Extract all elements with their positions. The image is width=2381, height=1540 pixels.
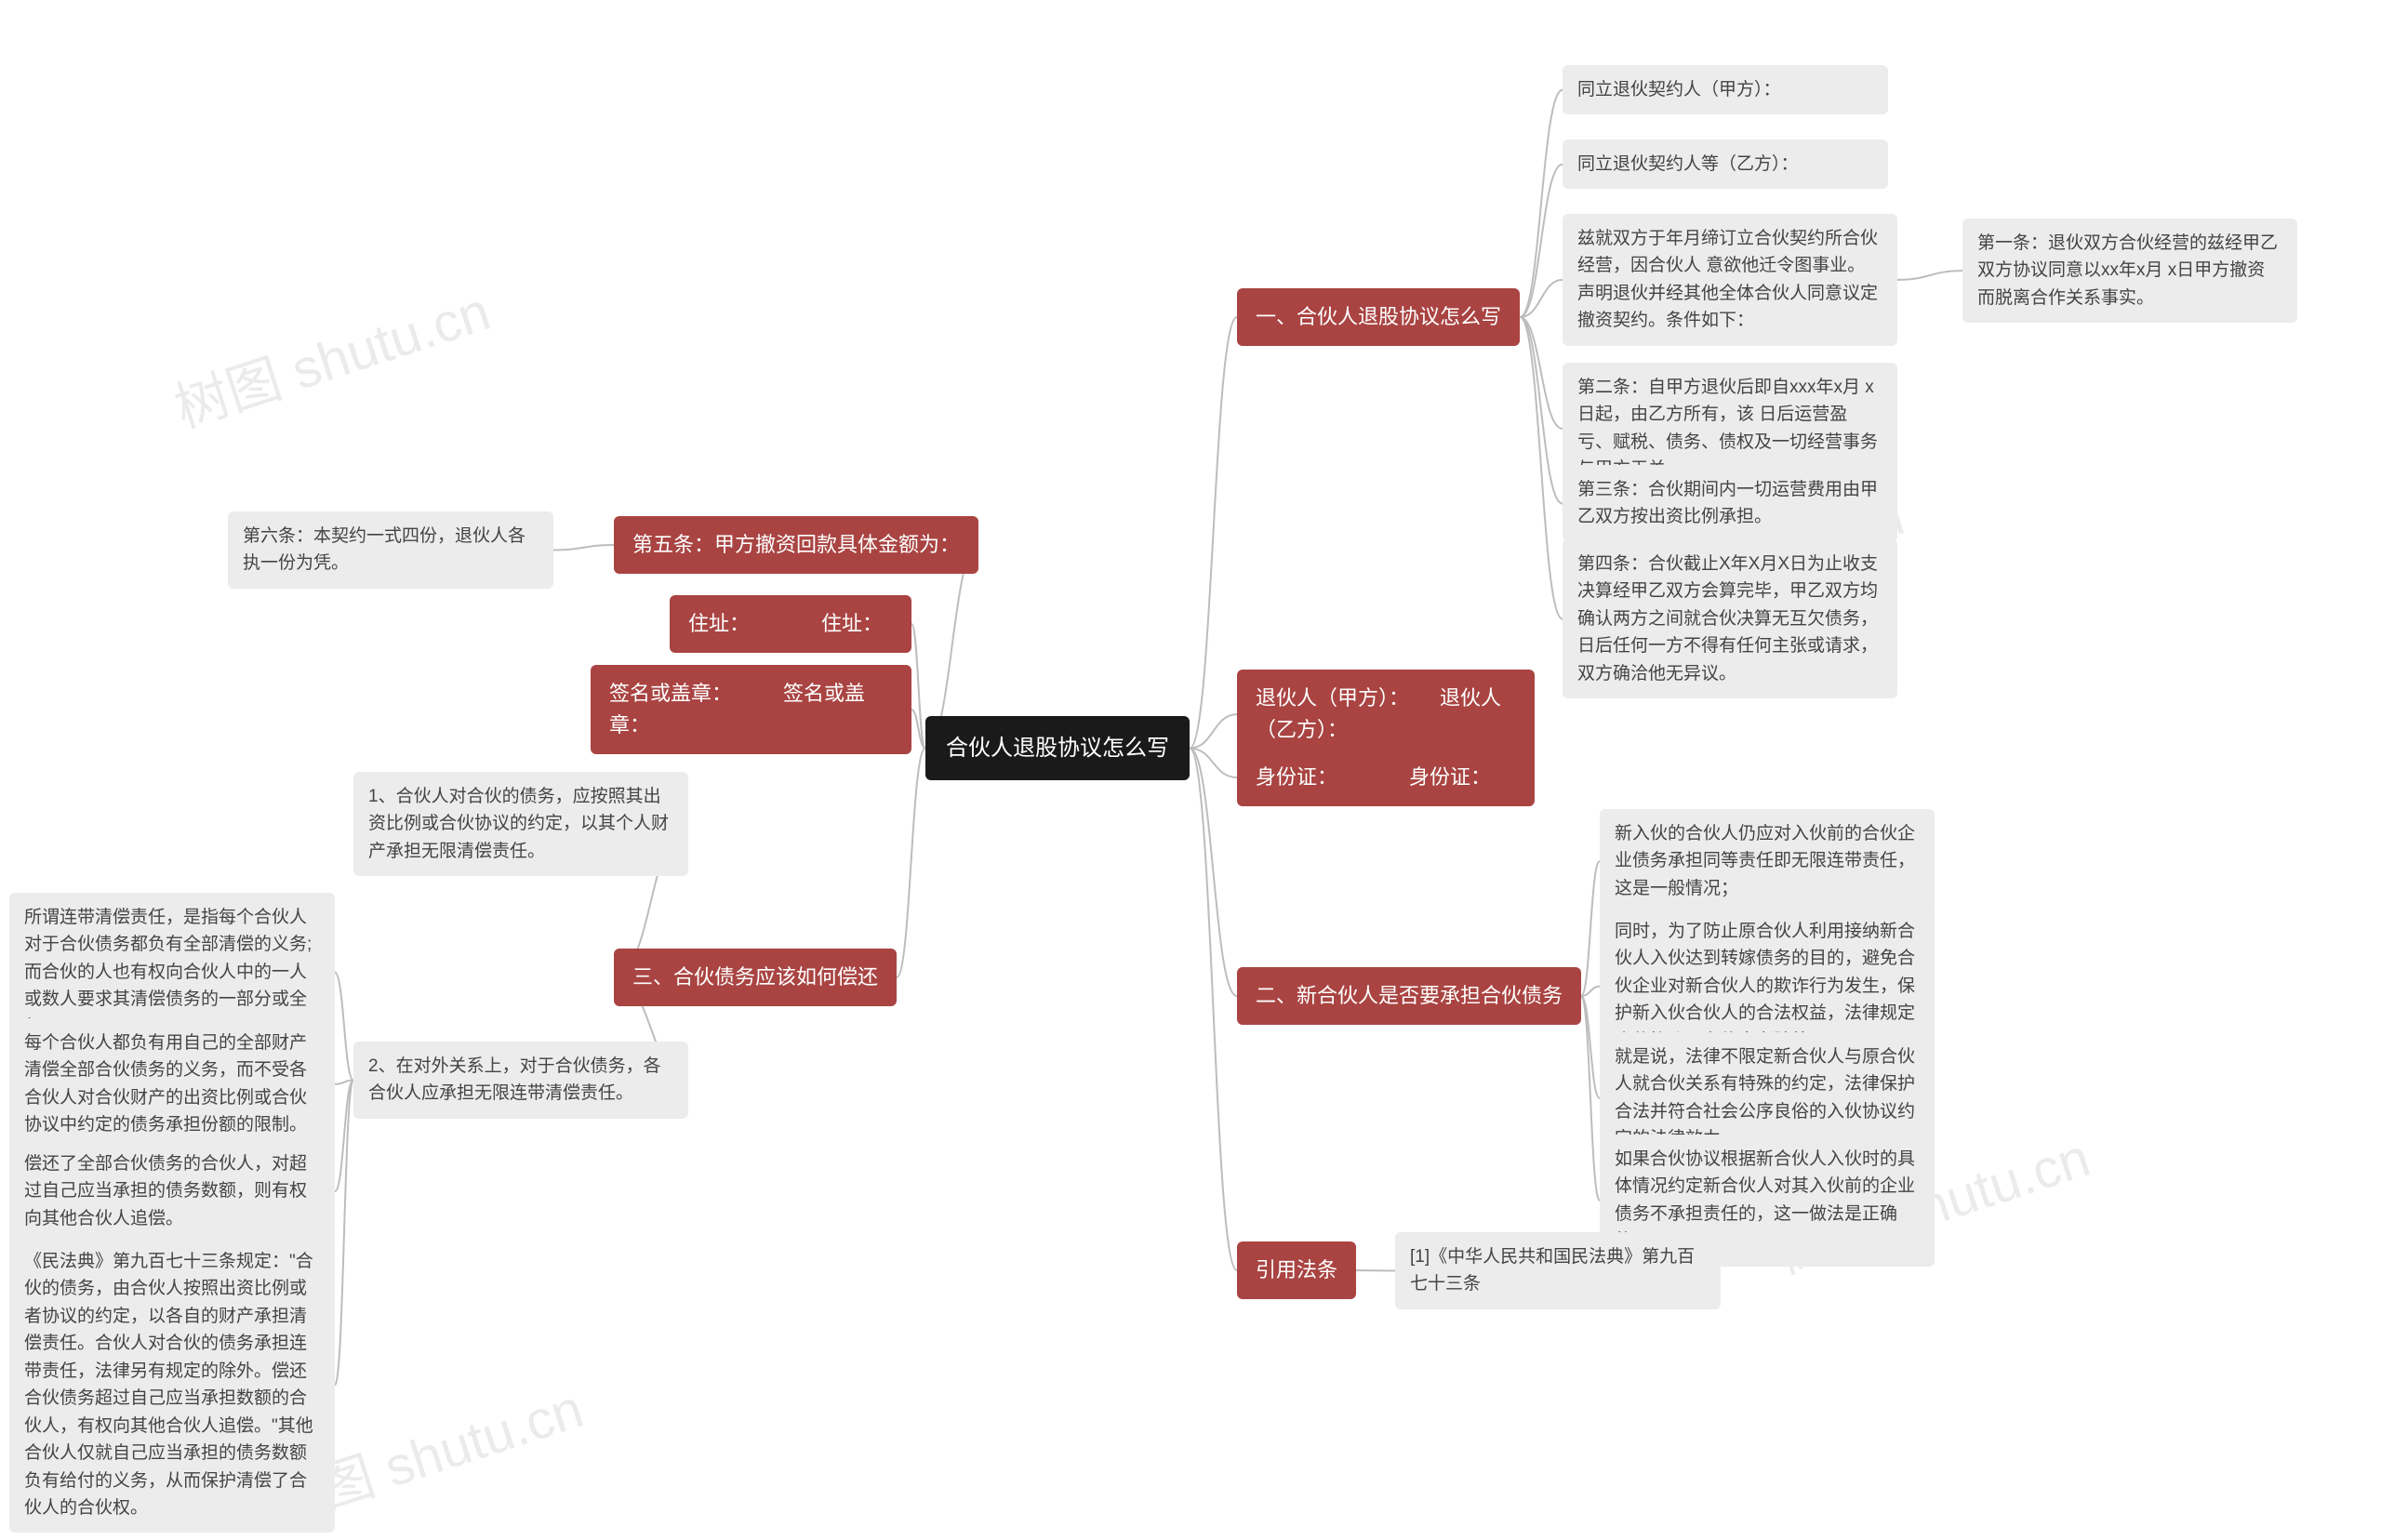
branch-signature[interactable]: 签名或盖章： 签名或盖章：	[591, 665, 911, 754]
branch-withdraw-persons[interactable]: 退伙人（甲方）： 退伙人（乙方）：	[1237, 670, 1535, 759]
leaf-node: 同立退伙契约人（甲方）：	[1563, 65, 1888, 114]
leaf-node: 每个合伙人都负有用自己的全部财产清偿全部合伙债务的义务，而不受各合伙人对合伙财产…	[9, 1018, 335, 1150]
leaf-node: 第一条：退伙双方合伙经营的兹经甲乙双方协议同意以xx年x月 x日甲方撤资而脱离合…	[1962, 219, 2297, 323]
leaf-node: 1、合伙人对合伙的债务，应按照其出资比例或合伙协议的约定，以其个人财产承担无限清…	[353, 772, 688, 876]
leaf-node: 第四条：合伙截止X年X月X日为止收支决算经甲乙双方会算完毕，甲乙双方均确认两方之…	[1563, 539, 1897, 698]
leaf-node: 第六条：本契约一式四份，退伙人各执一份为凭。	[228, 511, 553, 589]
branch-address[interactable]: 住址： 住址：	[670, 595, 911, 653]
leaf-node: [1]《中华人民共和国民法典》第九百七十三条	[1395, 1232, 1721, 1309]
branch-id-card[interactable]: 身份证： 身份证：	[1237, 749, 1535, 806]
leaf-node: 兹就双方于年月缔订立合伙契约所合伙经营，因合伙人 意欲他迁令图事业。声明退伙并经…	[1563, 214, 1897, 346]
branch-citation[interactable]: 引用法条	[1237, 1241, 1356, 1299]
leaf-node: 偿还了全部合伙债务的合伙人，对超过自己应当承担的债务数额，则有权向其他合伙人追偿…	[9, 1139, 335, 1243]
branch-section-3[interactable]: 三、合伙债务应该如何偿还	[614, 949, 897, 1006]
root-node[interactable]: 合伙人退股协议怎么写	[925, 716, 1190, 780]
leaf-node: 同立退伙契约人等（乙方）：	[1563, 139, 1888, 189]
branch-section-1[interactable]: 一、合伙人退股协议怎么写	[1237, 288, 1520, 346]
watermark: 树图 shutu.cn	[164, 268, 499, 443]
leaf-node: 新入伙的合伙人仍应对入伙前的合伙企业债务承担同等责任即无限连带责任，这是一般情况…	[1600, 809, 1935, 913]
leaf-node: 第三条：合伙期间内一切运营费用由甲乙双方按出资比例承担。	[1563, 465, 1897, 542]
branch-article-5[interactable]: 第五条：甲方撤资回款具体金额为：	[614, 516, 978, 574]
branch-section-2[interactable]: 二、新合伙人是否要承担合伙债务	[1237, 967, 1581, 1025]
leaf-node: 《民法典》第九百七十三条规定："合伙的债务，由合伙人按照出资比例或者协议的约定，…	[9, 1237, 335, 1533]
leaf-node: 2、在对外关系上，对于合伙债务，各合伙人应承担无限连带清偿责任。	[353, 1042, 688, 1119]
